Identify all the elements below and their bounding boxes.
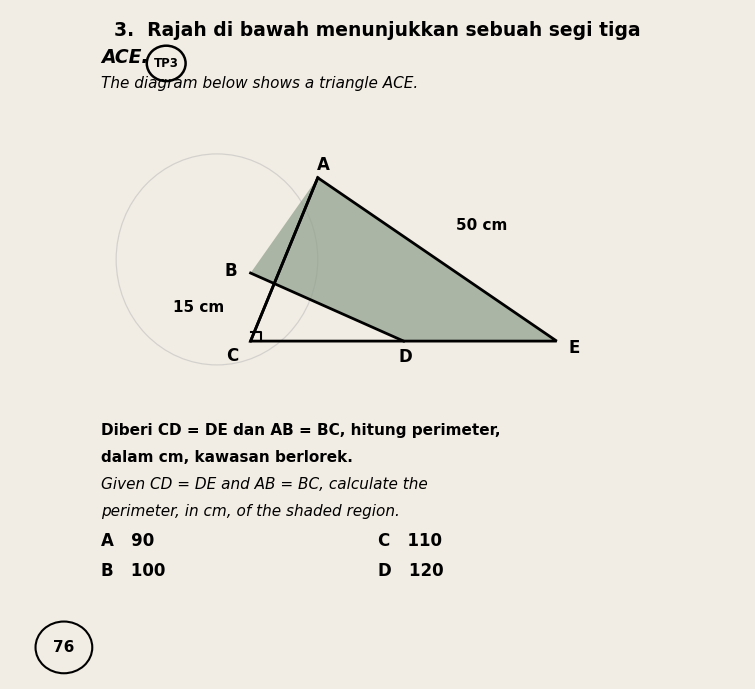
Text: C: C <box>226 347 238 365</box>
Text: D   120: D 120 <box>378 562 443 580</box>
Text: E: E <box>569 339 580 357</box>
Text: B: B <box>224 262 237 280</box>
Text: D: D <box>398 349 412 367</box>
Text: 3.  Rajah di bawah menunjukkan sebuah segi tiga: 3. Rajah di bawah menunjukkan sebuah seg… <box>114 21 641 40</box>
Text: perimeter, in cm, of the shaded region.: perimeter, in cm, of the shaded region. <box>101 504 400 520</box>
Text: C   110: C 110 <box>378 532 442 550</box>
Text: TP3: TP3 <box>154 57 179 70</box>
Text: B   100: B 100 <box>101 562 165 580</box>
Text: 15 cm: 15 cm <box>173 300 224 315</box>
Text: A: A <box>317 156 330 174</box>
Text: ACE.: ACE. <box>101 48 149 68</box>
Text: A   90: A 90 <box>101 532 155 550</box>
Polygon shape <box>251 178 556 341</box>
Text: 50 cm: 50 cm <box>456 218 507 233</box>
Text: The diagram below shows a triangle ACE.: The diagram below shows a triangle ACE. <box>101 76 418 91</box>
Text: 76: 76 <box>53 640 75 655</box>
Text: Given CD = DE and AB = BC, calculate the: Given CD = DE and AB = BC, calculate the <box>101 477 428 492</box>
Text: Diberi CD = DE dan AB = BC, hitung perimeter,: Diberi CD = DE dan AB = BC, hitung perim… <box>101 423 501 438</box>
Text: dalam cm, kawasan berlorek.: dalam cm, kawasan berlorek. <box>101 450 353 465</box>
